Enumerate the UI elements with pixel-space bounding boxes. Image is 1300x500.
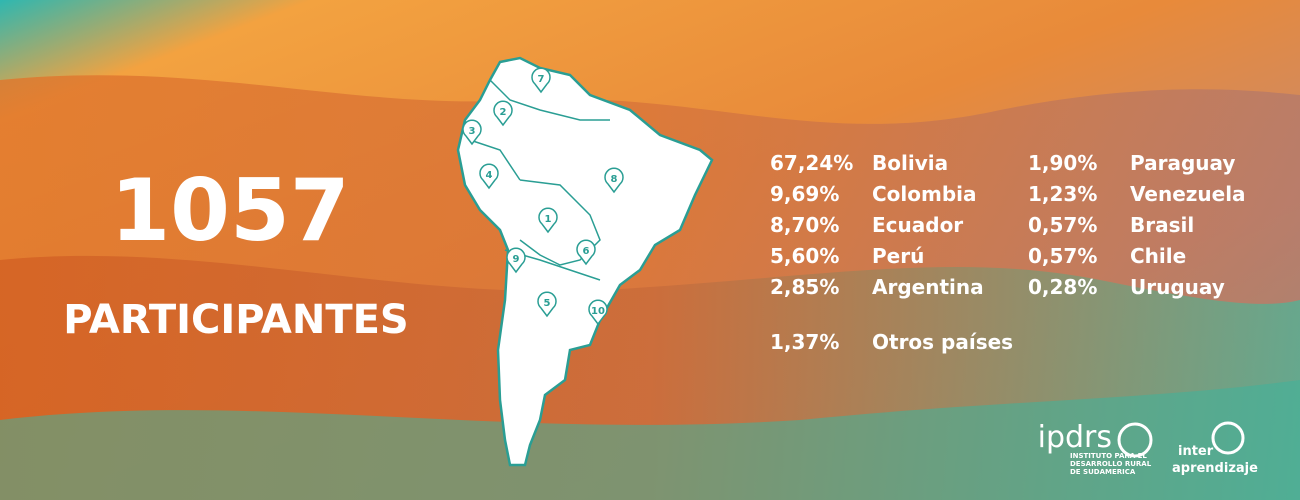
stat-percent: 0,57% — [1028, 213, 1097, 237]
stat-country: Bolivia — [872, 151, 948, 175]
stat-country: Ecuador — [872, 213, 963, 237]
stat-percent: 1,23% — [1028, 182, 1097, 206]
marker-pin — [531, 67, 551, 94]
headline-number: 1057 — [110, 161, 349, 261]
marker-label: 2 — [500, 107, 507, 118]
stat-country: Venezuela — [1130, 182, 1246, 206]
tagline-line: DE SUDAMERICA — [1070, 468, 1136, 476]
stat-percent: 1,90% — [1028, 151, 1097, 175]
stat-country: Otros países — [872, 330, 1013, 354]
marker-pin — [588, 299, 608, 326]
stat-country: Perú — [872, 244, 924, 268]
headline-label: PARTICIPANTES — [63, 297, 409, 343]
stat-country: Colombia — [872, 182, 977, 206]
tagline-line: INSTITUTO PARA EL — [1070, 452, 1147, 460]
marker-pin — [506, 247, 526, 274]
stat-percent: 1,37% — [770, 330, 839, 354]
marker-label: 4 — [486, 170, 493, 181]
marker-pin — [479, 163, 499, 190]
markers: 1 2 3 4 5 6 7 8 9 10 — [462, 67, 624, 326]
stat-country: Chile — [1130, 244, 1186, 268]
marker-pin — [604, 167, 624, 194]
stat-country: Paraguay — [1130, 151, 1235, 175]
marker-label: 1 — [545, 214, 552, 225]
tagline-line: DESARROLLO RURAL — [1070, 460, 1152, 468]
marker-label: 7 — [538, 74, 545, 85]
marker-label: 6 — [583, 246, 590, 257]
marker-label: 9 — [513, 254, 520, 265]
stat-percent: 67,24% — [770, 151, 853, 175]
inter-logo-prefix: inter — [1178, 444, 1214, 459]
stat-percent: 8,70% — [770, 213, 839, 237]
ipdrs-icon — [1117, 422, 1153, 458]
marker-label: 5 — [544, 298, 551, 309]
stat-country: Brasil — [1130, 213, 1194, 237]
stat-percent: 2,85% — [770, 275, 839, 299]
stat-country: Argentina — [872, 275, 984, 299]
marker-pin — [576, 239, 596, 266]
marker-pin — [462, 119, 482, 146]
inter-icon — [1211, 421, 1245, 455]
stats: 67,24% Bolivia 9,69% Colombia 8,70% Ecuador 5,… — [770, 151, 1246, 354]
stat-percent: 0,28% — [1028, 275, 1097, 299]
stat-percent: 5,60% — [770, 244, 839, 268]
marker-pin — [493, 100, 513, 127]
marker-label: 8 — [611, 174, 618, 185]
marker-pin — [538, 207, 558, 234]
stat-country: Uruguay — [1130, 275, 1225, 299]
ipdrs-logo: ipdrs — [1038, 420, 1112, 455]
inter-logo-name: aprendizaje — [1172, 461, 1258, 476]
marker-label: 3 — [469, 126, 476, 137]
wave — [0, 380, 1300, 500]
stat-percent: 9,69% — [770, 182, 839, 206]
marker-pin — [537, 291, 557, 318]
stat-percent: 0,57% — [1028, 244, 1097, 268]
marker-label: 10 — [591, 306, 605, 317]
